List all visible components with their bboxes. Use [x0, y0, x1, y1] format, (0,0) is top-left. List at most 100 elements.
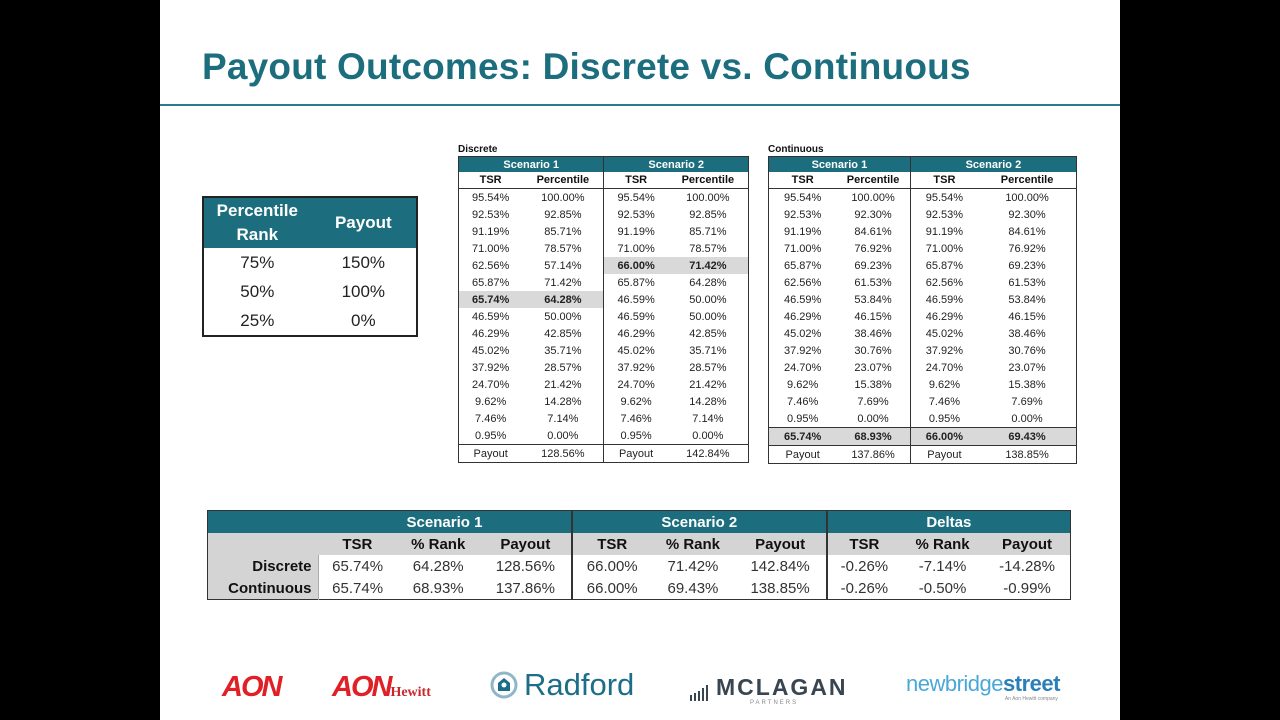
percentile-rank-header: Percentile Rank: [203, 197, 311, 248]
tsr-cell: 46.59%: [603, 291, 668, 308]
slide: Payout Outcomes: Discrete vs. Continuous…: [160, 0, 1120, 720]
payout-label: Payout: [458, 444, 523, 463]
table-row: 9.62% 15.38% 9.62% 15.38%: [769, 376, 1077, 393]
table-row: 92.53% 92.85% 92.53% 92.85%: [459, 206, 749, 223]
percentile-cell: 14.28%: [689, 395, 727, 408]
percentile-cell: 53.84%: [854, 293, 892, 306]
percentile-cell: 71.42%: [667, 257, 749, 274]
payout-cell: 150%: [341, 252, 386, 272]
summary-deltas-header: Deltas: [825, 510, 1071, 533]
tsr-column-header: TSR: [458, 172, 523, 189]
percentile-cell: 64.28%: [522, 291, 604, 308]
summary-cell: 128.56%: [495, 557, 555, 575]
summary-corner: [207, 510, 318, 533]
discrete-scenario-2-header: Scenario 2: [603, 156, 749, 172]
tsr-cell: 46.29%: [783, 310, 822, 323]
table-row: 0.95% 0.00% 0.95% 0.00%: [459, 427, 749, 445]
payout-value: 137.86%: [836, 445, 911, 464]
tsr-cell: 37.92%: [603, 359, 668, 376]
tsr-cell: 95.54%: [909, 188, 979, 206]
continuous-scenario-2-header: Scenario 2: [909, 156, 1077, 172]
percentile-cell: 69.43%: [978, 427, 1077, 446]
tsr-cell: 0.95%: [787, 412, 819, 425]
summary-cell: 64.28%: [412, 557, 464, 575]
tsr-cell: 91.19%: [471, 225, 510, 238]
tsr-cell: 65.87%: [471, 276, 510, 289]
summary-column-header: TSR: [570, 533, 652, 555]
table-row: 65.87% 71.42% 65.87% 64.28%: [459, 274, 749, 291]
payout-value: 138.85%: [978, 445, 1077, 464]
percentile-cell: 15.38%: [854, 378, 892, 391]
table-row: 91.19% 85.71% 91.19% 85.71%: [459, 223, 749, 240]
percentile-cell: 7.69%: [1011, 395, 1043, 408]
radford-mark-icon: [490, 671, 518, 699]
percentile-cell: 35.71%: [689, 344, 727, 357]
percentile-cell: 69.23%: [854, 259, 892, 272]
tsr-cell: 9.62%: [603, 393, 668, 410]
summary-table: Scenario 1 Scenario 2 Deltas TSR% Rank Pa…: [207, 510, 1071, 600]
summary-cell: -14.28%: [999, 557, 1055, 575]
percentile-cell: 50.00%: [544, 310, 582, 323]
table-row: 46.59% 53.84% 46.59% 53.84%: [769, 291, 1077, 308]
summary-row-label: Discrete: [207, 555, 318, 577]
percentile-cell: 28.57%: [544, 361, 582, 374]
percentile-cell: 75%: [240, 252, 275, 272]
percentile-column-header: Percentile: [667, 172, 749, 189]
payout-value: 142.84%: [667, 444, 749, 463]
table-row: 46.59% 50.00% 46.59% 50.00%: [459, 308, 749, 325]
tsr-cell: 92.53%: [909, 206, 979, 223]
percentile-cell: 64.28%: [689, 276, 727, 289]
tsr-cell: 92.53%: [603, 206, 668, 223]
percentile-cell: 7.14%: [692, 412, 724, 425]
tsr-column-header: TSR: [603, 172, 668, 189]
table-row: 0.95% 0.00% 0.95% 0.00%: [769, 410, 1077, 428]
table-row: 91.19% 84.61% 91.19% 84.61%: [769, 223, 1077, 240]
summary-cell: 138.85%: [750, 579, 810, 597]
tsr-cell: 46.59%: [783, 293, 822, 306]
tsr-cell: 71.00%: [783, 242, 822, 255]
tsr-cell: 92.53%: [783, 208, 822, 221]
payout-curve-table: Percentile Rank Payout 75% 150% 50% 100%…: [202, 196, 418, 337]
tsr-cell: 45.02%: [471, 344, 510, 357]
payout-label: Payout: [603, 444, 668, 463]
summary-row-label: Continuous: [207, 577, 318, 600]
summary-cell: 137.86%: [495, 579, 555, 597]
table-row: 45.02% 38.46% 45.02% 38.46%: [769, 325, 1077, 342]
tsr-cell: 46.59%: [471, 310, 510, 323]
percentile-cell: 0.00%: [1011, 412, 1043, 425]
tsr-column-header: TSR: [768, 172, 837, 189]
tsr-cell: 46.29%: [603, 325, 668, 342]
percentile-cell: 21.42%: [544, 378, 582, 391]
tsr-cell: 65.74%: [458, 291, 523, 308]
percentile-cell: 85.71%: [689, 225, 727, 238]
tsr-cell: 62.56%: [783, 276, 822, 289]
percentile-cell: 100.00%: [1005, 191, 1049, 204]
tsr-cell: 71.00%: [603, 240, 668, 257]
percentile-cell: 85.71%: [544, 225, 582, 238]
summary-cell: 66.00%: [570, 555, 652, 577]
percentile-column-header: Percentile: [836, 172, 911, 189]
tsr-cell: 0.95%: [909, 410, 979, 428]
tsr-cell: 71.00%: [909, 240, 979, 257]
new-bridge-street-logo: newbridgestreet An Aon Hewitt company: [906, 671, 1060, 702]
tsr-cell: 95.54%: [471, 191, 510, 204]
tsr-cell: 92.53%: [471, 208, 510, 221]
tsr-cell: 24.70%: [909, 359, 979, 376]
table-row: 71.00% 78.57% 71.00% 78.57%: [459, 240, 749, 257]
tsr-cell: 0.95%: [603, 427, 668, 445]
table-row: 24.70% 23.07% 24.70% 23.07%: [769, 359, 1077, 376]
summary-column-header: Payout: [479, 533, 572, 555]
mclagan-logo: MCLAGAN PARTNERS: [690, 674, 848, 706]
discrete-block: Discrete Scenario 1 Scenario 2 TSR Perce…: [458, 144, 750, 464]
tsr-cell: 45.02%: [783, 327, 822, 340]
summary-cell: 69.43%: [667, 579, 719, 597]
tsr-cell: 62.56%: [471, 259, 510, 272]
percentile-cell: 76.92%: [854, 242, 892, 255]
table-row: 95.54% 100.00% 95.54% 100.00%: [769, 188, 1077, 206]
percentile-cell: 100.00%: [686, 191, 730, 204]
summary-scenario-2-header: Scenario 2: [570, 510, 827, 533]
percentile-cell: 7.14%: [547, 412, 579, 425]
table-row: 65.87% 69.23% 65.87% 69.23%: [769, 257, 1077, 274]
percentile-cell: 23.07%: [1008, 361, 1046, 374]
page-title: Payout Outcomes: Discrete vs. Continuous: [202, 46, 971, 87]
